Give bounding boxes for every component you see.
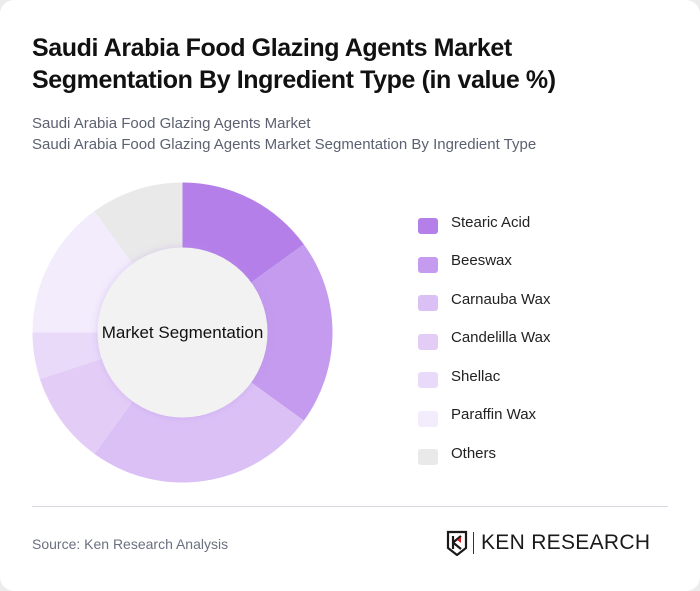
- donut-hole: [97, 247, 268, 418]
- legend-swatch: [418, 333, 438, 350]
- chart-subtitle: Saudi Arabia Food Glazing Agents Market …: [32, 113, 536, 155]
- subtitle-line-1: Saudi Arabia Food Glazing Agents Market: [32, 115, 311, 132]
- logo-separator: [473, 532, 474, 554]
- legend-label: Shellac: [451, 367, 501, 385]
- legend-label: Paraffin Wax: [451, 406, 537, 424]
- legend-swatch: [418, 372, 438, 389]
- logo-text: KEN RESEARCH: [481, 531, 651, 554]
- chart-title: Saudi Arabia Food Glazing Agents Market …: [32, 34, 556, 94]
- legend-swatch: [418, 295, 438, 312]
- legend-label: Stearic Acid: [451, 213, 531, 231]
- donut-chart: Market Segmentation: [30, 180, 335, 485]
- legend-label: Carnauba Wax: [451, 290, 551, 308]
- ken-research-logo: KEN RESEARCH: [446, 530, 650, 556]
- legend-item-carnauba-wax[interactable]: Carnauba Wax: [418, 284, 551, 323]
- legend-item-stearic-acid[interactable]: Stearic Acid: [418, 207, 551, 246]
- legend-item-paraffin-wax[interactable]: Paraffin Wax: [418, 400, 551, 439]
- legend-swatch: [418, 256, 438, 273]
- legend-label: Others: [451, 444, 497, 462]
- donut-svg: [32, 182, 333, 483]
- legend-swatch: [418, 410, 438, 427]
- legend-item-candelilla-wax[interactable]: Candelilla Wax: [418, 323, 551, 362]
- footer-divider: [32, 506, 668, 507]
- source-note: Source: Ken Research Analysis: [32, 536, 229, 552]
- legend-swatch: [418, 218, 438, 235]
- legend-label: Candelilla Wax: [451, 329, 551, 347]
- legend-label: Beeswax: [451, 252, 512, 270]
- legend-item-shellac[interactable]: Shellac: [418, 361, 551, 400]
- ken-research-shield-icon: [446, 530, 468, 556]
- legend-item-others[interactable]: Others: [418, 438, 551, 477]
- chart-legend: Stearic Acid Beeswax Carnauba Wax Candel…: [418, 207, 551, 477]
- legend-swatch: [418, 449, 438, 466]
- subtitle-line-2: Saudi Arabia Food Glazing Agents Market …: [32, 136, 537, 153]
- legend-item-beeswax[interactable]: Beeswax: [418, 246, 551, 285]
